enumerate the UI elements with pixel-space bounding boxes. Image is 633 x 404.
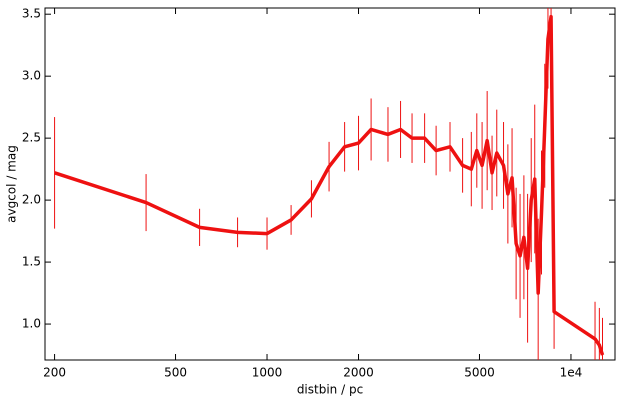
x-tick-label: 1000 xyxy=(252,366,283,380)
y-tick-label: 1.5 xyxy=(22,255,41,269)
x-axis-label: distbin / pc xyxy=(297,383,363,397)
x-tick-label: 200 xyxy=(43,366,66,380)
y-tick-label: 3.5 xyxy=(22,7,41,21)
x-tick-label: 5000 xyxy=(464,366,495,380)
x-tick-label: 500 xyxy=(164,366,187,380)
plot-area xyxy=(54,8,605,360)
y-axis-label: avgcol / mag xyxy=(5,145,19,223)
x-tick-label: 1e4 xyxy=(560,366,583,380)
y-tick-label: 2.5 xyxy=(22,131,41,145)
y-tick-label: 3.0 xyxy=(22,69,41,83)
data-line xyxy=(54,14,605,356)
plot-frame xyxy=(44,7,616,361)
y-tick-label: 2.0 xyxy=(22,193,41,207)
y-tick-label: 1.0 xyxy=(22,317,41,331)
x-tick-label: 2000 xyxy=(343,366,374,380)
